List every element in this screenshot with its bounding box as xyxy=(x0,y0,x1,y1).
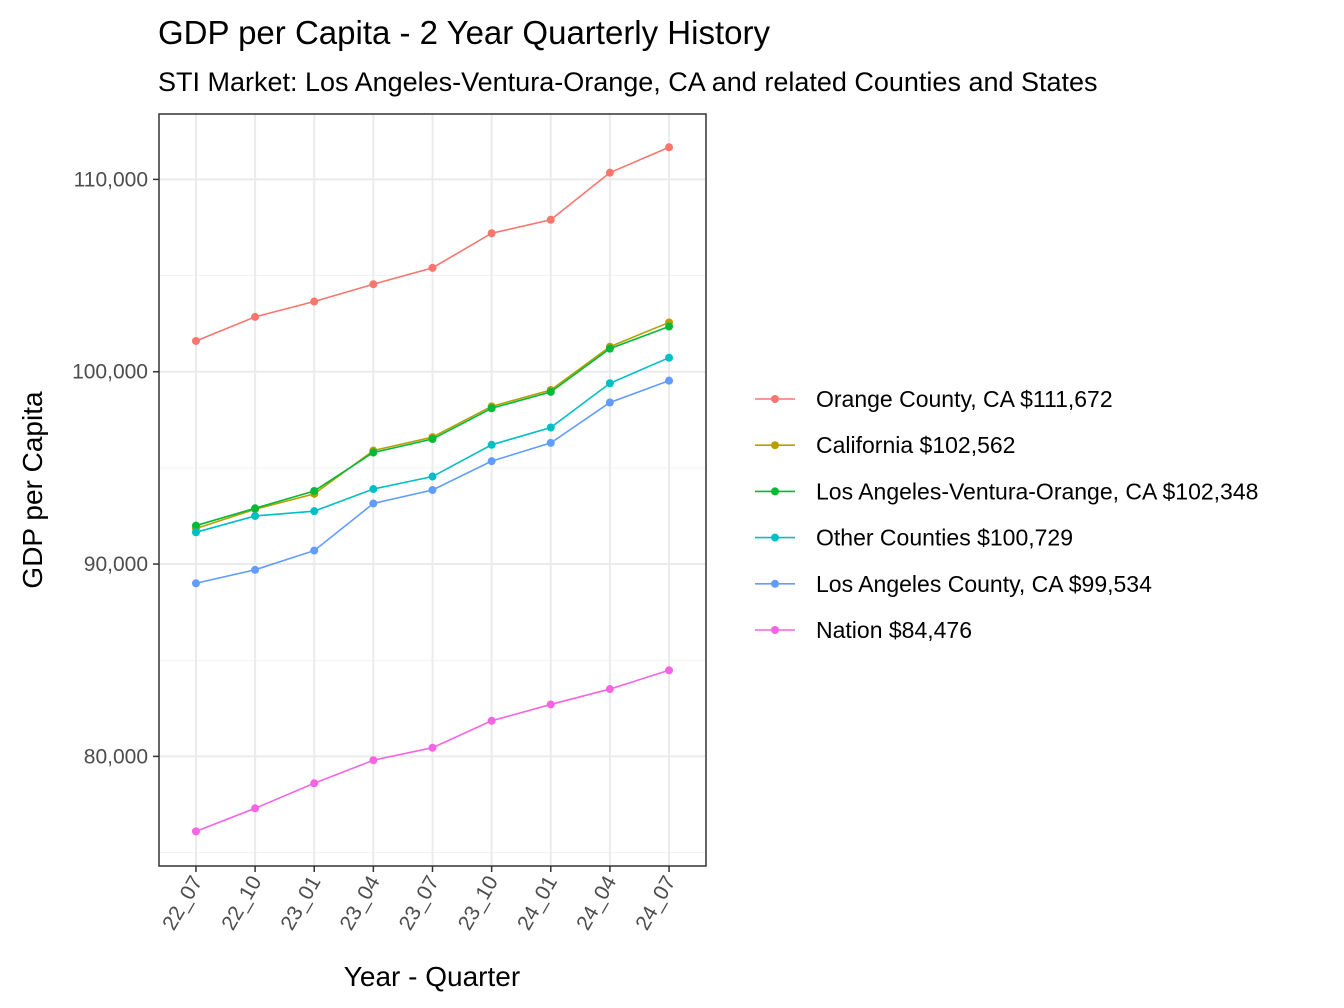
data-point xyxy=(191,336,200,345)
data-point xyxy=(310,486,319,495)
legend-key-point xyxy=(771,441,779,450)
x-tick-label: 24_01 xyxy=(513,872,562,934)
data-point xyxy=(369,499,378,508)
data-point xyxy=(546,387,555,396)
data-point xyxy=(487,457,496,466)
chart-title: GDP per Capita - 2 Year Quarterly Histor… xyxy=(158,14,770,51)
data-point xyxy=(191,528,200,537)
data-point xyxy=(665,143,674,152)
x-tick-label: 22_07 xyxy=(158,872,207,934)
series-lines xyxy=(191,143,674,836)
x-tick-label: 23_04 xyxy=(336,872,385,934)
data-point xyxy=(191,579,200,588)
data-point xyxy=(665,322,674,331)
data-point xyxy=(605,379,614,388)
data-point xyxy=(369,448,378,457)
series-line xyxy=(191,143,674,345)
x-tick-label: 23_10 xyxy=(454,872,503,934)
legend-item: Nation $84,476 xyxy=(755,617,972,643)
data-point xyxy=(665,666,674,675)
data-point xyxy=(310,507,319,516)
data-point xyxy=(251,804,260,813)
data-point xyxy=(428,263,437,272)
data-point xyxy=(487,229,496,238)
legend: Orange County, CA $111,672 California $10… xyxy=(755,386,1258,643)
legend-label: Nation $84,476 xyxy=(816,617,972,643)
data-point xyxy=(605,344,614,353)
legend-key-point xyxy=(771,487,779,496)
data-point xyxy=(605,398,614,407)
chart-subtitle: STI Market: Los Angeles-Ventura-Orange, … xyxy=(158,67,1098,97)
data-point xyxy=(191,521,200,530)
x-tick-label: 22_10 xyxy=(217,872,266,934)
data-point xyxy=(546,700,555,709)
legend-key-point xyxy=(771,395,779,403)
x-axis-title: Year - Quarter xyxy=(344,961,520,992)
data-point xyxy=(546,215,555,224)
data-point xyxy=(428,486,437,494)
y-axis-title: GDP per Capita xyxy=(17,391,48,589)
series-line xyxy=(191,322,674,530)
data-point xyxy=(546,423,555,432)
data-point xyxy=(310,779,319,788)
legend-item: Los Angeles-Ventura-Orange, CA $102,348 xyxy=(755,478,1258,504)
data-point xyxy=(428,472,437,481)
series-line xyxy=(191,376,674,588)
legend-label: Other Counties $100,729 xyxy=(816,525,1073,551)
data-point xyxy=(605,685,614,694)
legend-label: Orange County, CA $111,672 xyxy=(816,386,1113,412)
data-point xyxy=(251,565,260,574)
legend-item: Los Angeles County, CA $99,534 xyxy=(755,571,1152,597)
data-point xyxy=(369,280,378,289)
data-point xyxy=(428,743,437,752)
y-tick-label: 90,000 xyxy=(84,553,148,576)
x-tick-label: 23_01 xyxy=(276,872,325,934)
legend-item: Orange County, CA $111,672 xyxy=(755,386,1113,412)
y-tick-label: 110,000 xyxy=(74,168,148,191)
data-point xyxy=(665,376,674,385)
data-point xyxy=(665,353,674,362)
data-point xyxy=(310,297,319,306)
data-point xyxy=(369,485,378,494)
legend-key-point xyxy=(771,626,779,634)
data-point xyxy=(487,404,496,413)
y-tick-label: 80,000 xyxy=(84,745,148,768)
data-point xyxy=(546,438,555,447)
x-tick-label: 24_07 xyxy=(631,872,680,934)
legend-item: California $102,562 xyxy=(755,432,1015,458)
y-tick-label: 100,000 xyxy=(72,361,148,384)
legend-label: California $102,562 xyxy=(816,432,1015,458)
data-point xyxy=(605,168,614,177)
series-line xyxy=(191,666,674,836)
series-line xyxy=(191,353,674,537)
data-point xyxy=(428,435,437,444)
legend-key-point xyxy=(771,579,779,588)
data-point xyxy=(191,827,200,836)
legend-label: Los Angeles-Ventura-Orange, CA $102,348 xyxy=(816,478,1258,504)
data-point xyxy=(487,440,496,449)
data-point xyxy=(251,504,260,513)
data-point xyxy=(487,716,496,725)
legend-label: Los Angeles County, CA $99,534 xyxy=(816,571,1152,597)
data-point xyxy=(251,511,260,520)
data-point xyxy=(369,756,378,765)
x-tick-label: 24_04 xyxy=(572,872,621,934)
data-point xyxy=(310,546,319,555)
legend-key-point xyxy=(771,533,779,542)
data-point xyxy=(251,312,260,321)
legend-item: Other Counties $100,729 xyxy=(755,525,1073,551)
x-tick-label: 23_07 xyxy=(395,872,444,934)
